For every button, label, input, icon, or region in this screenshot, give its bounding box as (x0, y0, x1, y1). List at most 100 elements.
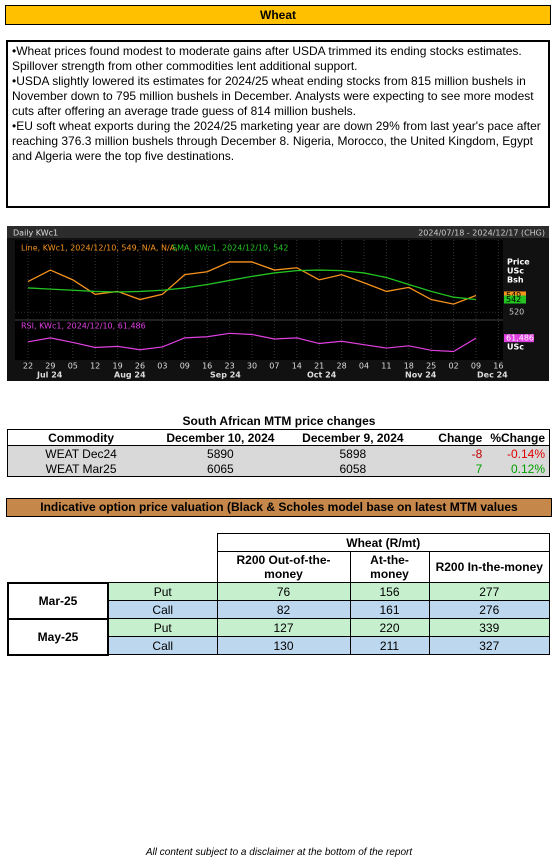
y-axis-label: Bsh (507, 276, 524, 285)
x-tick-label: 09 (471, 362, 481, 371)
x-tick-label: 14 (292, 362, 302, 371)
x-tick-label: 04 (359, 362, 369, 371)
mtm-table: Commodity December 10, 2024 December 9, … (7, 429, 550, 477)
col-head: R200 Out-of-the-money (216, 551, 351, 583)
col-head: Commodity (48, 430, 115, 445)
cell: 6065 (207, 461, 234, 476)
cell: 5890 (207, 446, 234, 461)
x-tick-label: 16 (493, 362, 503, 371)
cell: 211 (349, 636, 430, 655)
price-tag-label: 549 (506, 291, 521, 300)
options-table: Wheat (R/mt) R200 Out-of-the-money At-th… (7, 533, 550, 656)
cell: Put (107, 618, 218, 637)
y-axis-label: Price (507, 258, 530, 267)
month: May-25 (7, 617, 109, 656)
rsi-unit: USc (507, 343, 524, 352)
x-tick-label: 19 (113, 362, 123, 371)
price-line (27, 261, 477, 305)
mtm-title: South African MTM price changes (182, 414, 376, 428)
cell: 276 (428, 600, 550, 619)
row: R200 Out-of-the-money At-the-money R200 … (8, 551, 550, 583)
x-tick-label: 12 (90, 362, 100, 371)
x-tick-label: 09 (180, 362, 190, 371)
cell: 127 (216, 618, 351, 637)
cell: 220 (349, 618, 430, 637)
cell: Call (107, 600, 218, 619)
rsi-tag (504, 334, 534, 343)
chart-header (7, 226, 549, 238)
y-tick-label: 520 (509, 308, 524, 317)
x-tick-label: 18 (404, 362, 414, 371)
bullet: •USDA slightly lowered its estimates for… (12, 74, 534, 118)
cell: 277 (428, 582, 550, 601)
cell: 82 (216, 600, 351, 619)
price-tag-label: 542 (506, 295, 521, 304)
month-label: Dec 24 (477, 371, 508, 380)
row: Call 82 161 276 (8, 600, 550, 619)
month: Mar-25 (7, 581, 109, 620)
col-head: Change (438, 430, 483, 445)
chart-title: Daily KWc1 (13, 229, 58, 238)
x-tick-label: 02 (449, 362, 459, 371)
date-range: 2024/07/18 - 2024/12/17 (CHG) (418, 229, 545, 238)
group-head: Wheat (R/mt) (216, 533, 550, 552)
x-tick-label: 28 (337, 362, 347, 371)
cell: -0.14% (506, 446, 545, 461)
row: Mar-25 Put 76 156 277 (7, 581, 550, 620)
cell: Call (107, 636, 218, 655)
row: May-25 Put 127 220 339 (7, 617, 550, 656)
col-head: At-the-money (349, 551, 430, 583)
price-tag (504, 291, 526, 300)
cell: 156 (349, 582, 430, 601)
commentary: •Wheat prices found modest to moderate g… (6, 40, 550, 208)
section-header: Wheat (5, 5, 551, 25)
x-tick-label: 23 (225, 362, 235, 371)
x-tick-label: 11 (381, 362, 391, 371)
rsi-legend: RSI, KWc1, 2024/12/10, 61,486 (21, 322, 146, 331)
x-tick-label: 29 (45, 362, 55, 371)
x-tick-label: 26 (135, 362, 145, 371)
cell: 5898 (339, 446, 367, 461)
legend-entry: Line, KWc1, 2024/12/10, 549, N/A, N/A, (21, 244, 178, 253)
footer: All content subject to a disclaimer at t… (145, 847, 413, 858)
cell: 161 (349, 600, 430, 619)
x-tick-label: 07 (269, 362, 279, 371)
price-chart: Daily KWc1 2024/07/18 - 2024/12/17 (CHG)… (7, 226, 549, 381)
col-head: December 10, 2024 (166, 430, 275, 445)
month-label: Oct 24 (307, 371, 337, 380)
x-tick-label: 25 (426, 362, 436, 371)
plot-area (15, 240, 503, 360)
col-head: December 9, 2024 (302, 430, 404, 445)
cell: 7 (475, 461, 483, 476)
row: Wheat (R/mt) (8, 533, 550, 552)
y-axis-label: USc (507, 267, 524, 276)
month-label: Aug 24 (114, 371, 146, 380)
cell: WEAT Mar25 (45, 461, 117, 476)
cell: 76 (216, 582, 351, 601)
row: WEAT Mar25 6065 6058 7 0.12% (7, 461, 550, 477)
cell: WEAT Dec24 (45, 446, 117, 461)
cell: 130 (216, 636, 351, 655)
x-tick-label: 22 (23, 362, 33, 371)
month-label: Nov 24 (405, 371, 437, 380)
month-label: Jul 24 (36, 371, 63, 380)
x-tick-label: 16 (202, 362, 212, 371)
cell: 0.12% (510, 461, 545, 476)
x-tick-label: 03 (157, 362, 167, 371)
cell: 6058 (339, 461, 367, 476)
cell: 327 (428, 636, 550, 655)
bullet: •EU soft wheat exports during the 2024/2… (12, 119, 541, 163)
col-head: R200 In-the-money (428, 551, 550, 583)
x-tick-label: 05 (68, 362, 78, 371)
month-label: Sep 24 (210, 371, 241, 380)
row: WEAT Dec24 5890 5898 -8 -0.14% (7, 445, 550, 461)
legend-entry: SMA, KWc1, 2024/12/10, 542 (172, 244, 288, 253)
rsi-line (27, 332, 477, 353)
x-tick-label: 30 (247, 362, 257, 371)
cell: Put (107, 582, 218, 601)
row: Call 130 211 327 (8, 636, 550, 655)
options-banner: Indicative option price valuation (Black… (6, 498, 552, 517)
x-tick-label: 21 (314, 362, 324, 371)
header-row: Commodity December 10, 2024 December 9, … (7, 430, 550, 446)
